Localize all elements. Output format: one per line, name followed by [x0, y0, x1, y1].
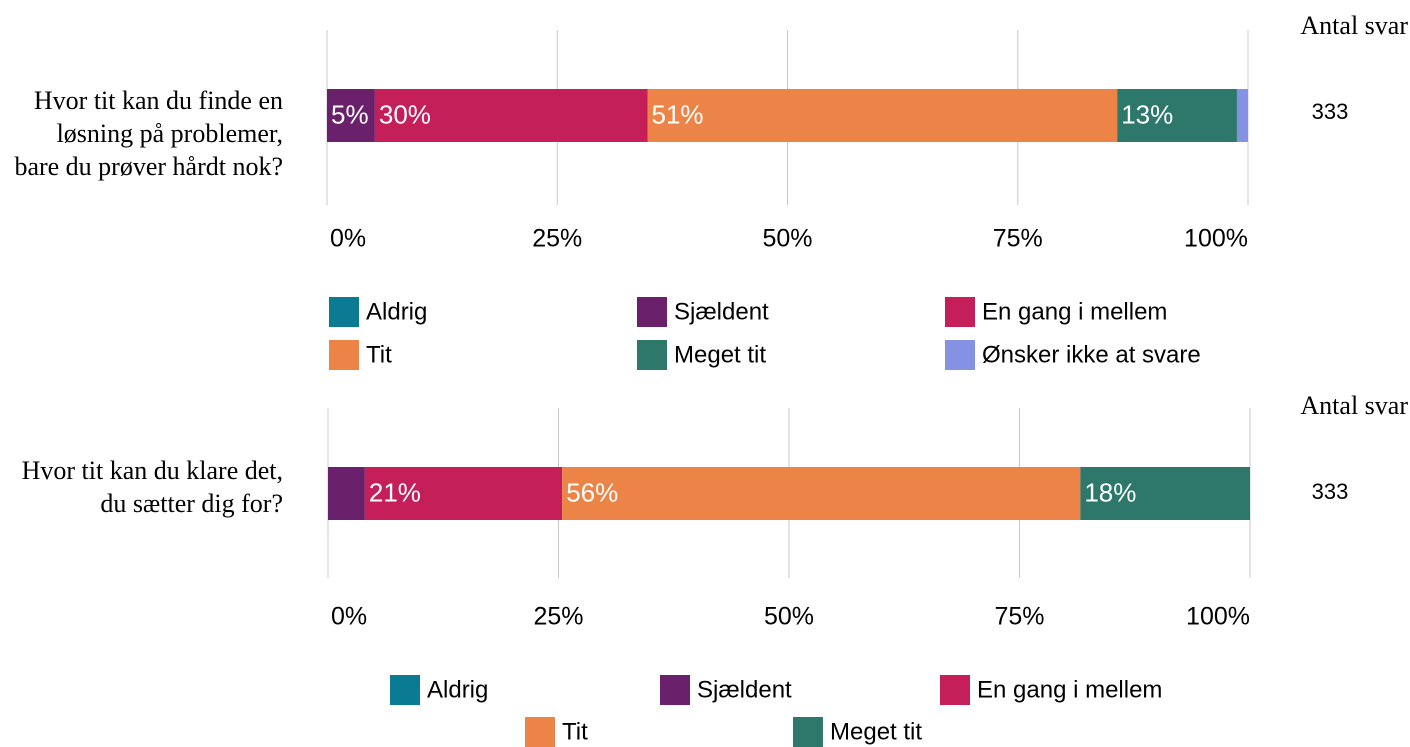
x-tick-label: 25% — [533, 603, 583, 631]
legend-swatch — [329, 297, 359, 327]
legend-swatch — [637, 340, 667, 370]
legend-label: En gang i mellem — [977, 676, 1162, 703]
legend-label: Sjældent — [697, 676, 792, 703]
legend-swatch — [945, 297, 975, 327]
x-tick-label: 0% — [330, 225, 366, 253]
legend-label: Sjældent — [674, 298, 769, 325]
data-label: 51% — [652, 99, 704, 129]
legend-swatch — [329, 340, 359, 370]
bar-segment — [328, 467, 365, 520]
bar-segment — [327, 89, 375, 142]
legend-label: En gang i mellem — [982, 298, 1167, 325]
x-tick-label: 50% — [764, 603, 814, 631]
legend-label: Aldrig — [427, 676, 488, 703]
question: Hvor tit kan du finde en løsning på prob… — [14, 86, 283, 181]
bar-segment — [562, 467, 1081, 520]
count-title: Antal svar — [1300, 391, 1408, 420]
count-title: Antal svar — [1300, 11, 1408, 40]
bar-segment — [1117, 89, 1237, 142]
legend-label: Meget tit — [674, 341, 766, 368]
x-tick-label: 25% — [532, 225, 582, 253]
legend-swatch — [390, 675, 420, 705]
x-tick-label: 100% — [1184, 225, 1248, 253]
x-tick-label: 75% — [994, 603, 1044, 631]
bar-segment — [647, 89, 1118, 142]
legend-label: Tit — [562, 718, 588, 745]
x-tick-label: 100% — [1186, 603, 1250, 631]
legend-swatch — [637, 297, 667, 327]
x-tick-label: 0% — [331, 603, 367, 631]
bar-segment — [1080, 467, 1250, 520]
legend-label: Tit — [366, 341, 392, 368]
legend-swatch — [660, 675, 690, 705]
count: 333 — [1312, 479, 1349, 504]
data-label: 21% — [369, 477, 421, 507]
legend-swatch — [525, 717, 555, 747]
bar-segment — [364, 467, 563, 520]
legend-label: Ønsker ikke at svare — [982, 341, 1201, 368]
bar-segment — [1236, 89, 1248, 142]
data-label: 18% — [1084, 477, 1136, 507]
bar-segment — [374, 89, 648, 142]
x-tick-label: 75% — [993, 225, 1043, 253]
data-label: 13% — [1121, 99, 1173, 129]
x-tick-label: 50% — [762, 225, 812, 253]
data-label: 56% — [566, 477, 618, 507]
count: 333 — [1312, 99, 1349, 124]
data-label: 30% — [379, 99, 431, 129]
legend-swatch — [945, 340, 975, 370]
data-label: 5% — [331, 99, 369, 129]
legend-swatch — [940, 675, 970, 705]
legend-swatch — [793, 717, 823, 747]
legend-label: Meget tit — [830, 718, 922, 745]
legend-label: Aldrig — [366, 298, 427, 325]
question: Hvor tit kan du klare det, du sætter dig… — [21, 456, 283, 518]
